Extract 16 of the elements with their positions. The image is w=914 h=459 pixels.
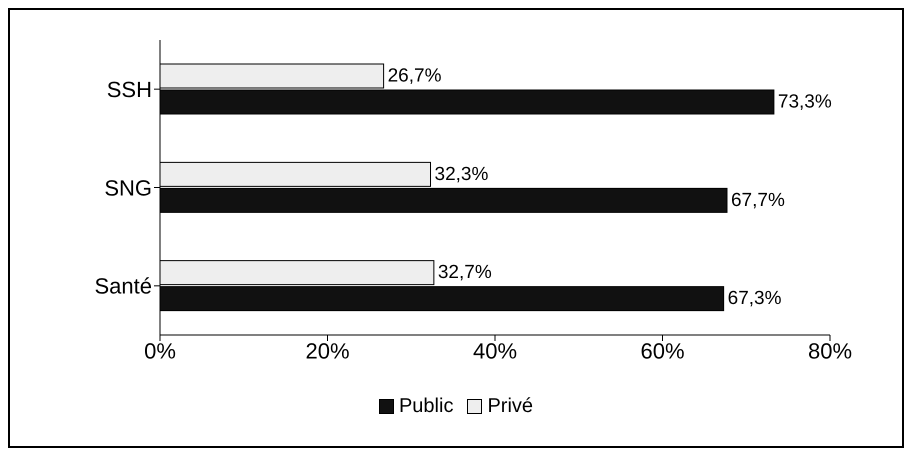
data-label: 67,7% xyxy=(730,190,785,211)
y-tick-label: SNG xyxy=(104,175,152,200)
legend-label: Privé xyxy=(486,395,534,418)
data-label: 73,3% xyxy=(778,92,832,112)
y-tick-label: Santé xyxy=(94,274,152,299)
x-tick-label: 20% xyxy=(305,338,350,364)
x-tick-label: 60% xyxy=(640,338,685,364)
legend-label: Public xyxy=(398,395,454,418)
x-tick-label: 0% xyxy=(144,338,176,364)
x-tick-label: 80% xyxy=(808,338,852,364)
y-tick-label: SSH xyxy=(106,76,152,102)
x-tick-label: 40% xyxy=(472,338,518,364)
data-label: 32,7% xyxy=(438,262,492,284)
data-label: 32,3% xyxy=(434,164,488,185)
data-label: 26,7% xyxy=(388,66,442,86)
data-label: 67,3% xyxy=(728,288,782,310)
